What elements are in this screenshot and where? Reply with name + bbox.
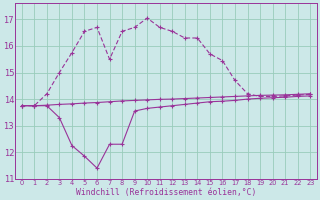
X-axis label: Windchill (Refroidissement éolien,°C): Windchill (Refroidissement éolien,°C) (76, 188, 256, 197)
